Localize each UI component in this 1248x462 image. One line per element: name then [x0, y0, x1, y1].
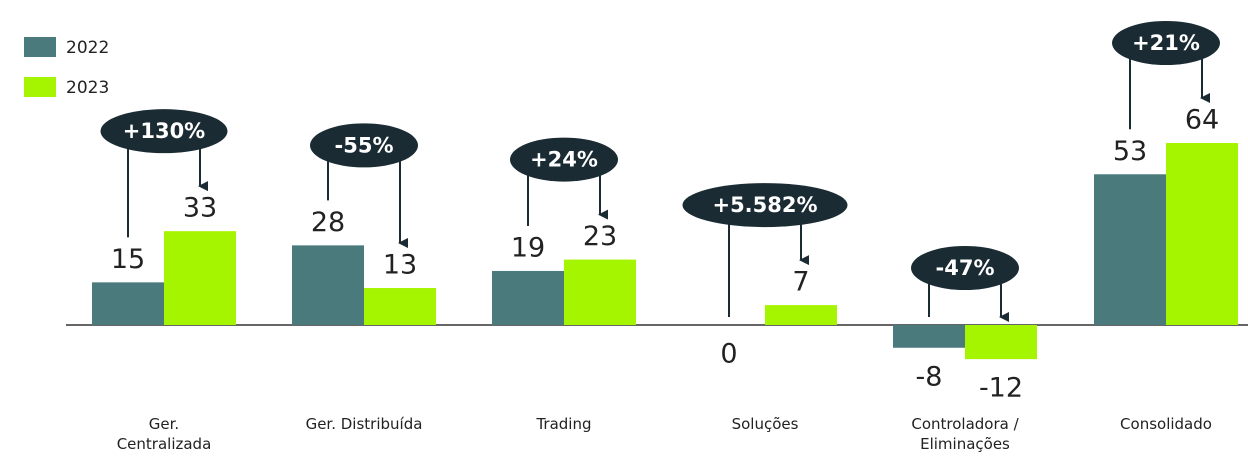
- value-label: 15: [111, 244, 145, 275]
- bar: [1166, 143, 1238, 325]
- bar: [1094, 174, 1166, 325]
- x-tick-label: Consolidado: [1120, 415, 1212, 433]
- value-label: 64: [1185, 105, 1219, 136]
- value-label: -8: [916, 361, 943, 392]
- annotation: -47%: [936, 256, 995, 280]
- annotation-bubble: [911, 246, 1019, 290]
- value-label: 19: [511, 232, 545, 263]
- value-label: 13: [383, 250, 417, 281]
- bar: [965, 325, 1037, 360]
- value-label: -12: [979, 373, 1023, 404]
- annotation-bubble: [310, 123, 418, 168]
- legend-swatch: [24, 77, 56, 97]
- bar: [92, 282, 164, 325]
- value-label: 53: [1113, 136, 1147, 167]
- x-tick-label: Soluções: [731, 415, 799, 433]
- bar: [893, 325, 965, 348]
- annotation-bubble: [682, 183, 848, 228]
- annotation: +24%: [530, 148, 598, 172]
- legend-label: 2022: [66, 38, 109, 58]
- value-label: 28: [311, 207, 345, 238]
- value-label: 33: [183, 193, 217, 224]
- x-tick-label: Ger. Centralizada: [116, 415, 212, 453]
- bar: [765, 305, 837, 325]
- bar: [492, 270, 564, 325]
- annotation: +21%: [1132, 31, 1200, 55]
- legend-label: 2023: [66, 78, 109, 98]
- annotation: +130%: [123, 119, 205, 143]
- value-label: 23: [583, 221, 617, 252]
- x-tick-label: Controladora / Eliminações: [911, 415, 1019, 453]
- bar: [564, 259, 636, 325]
- legend-swatch: [24, 37, 56, 57]
- bar: [364, 288, 436, 325]
- bar: [292, 245, 364, 325]
- annotation: +5.582%: [712, 193, 817, 217]
- annotation-bubble: [1112, 21, 1220, 65]
- bar: [164, 231, 236, 325]
- value-label: 0: [720, 339, 737, 370]
- x-tick-label: Ger. Distribuída: [305, 415, 423, 433]
- annotation-bubble: [510, 137, 618, 182]
- annotation-bubble: [100, 109, 228, 154]
- x-tick-label: Trading: [536, 415, 592, 433]
- annotation: -55%: [335, 133, 394, 157]
- value-label: 7: [792, 267, 809, 298]
